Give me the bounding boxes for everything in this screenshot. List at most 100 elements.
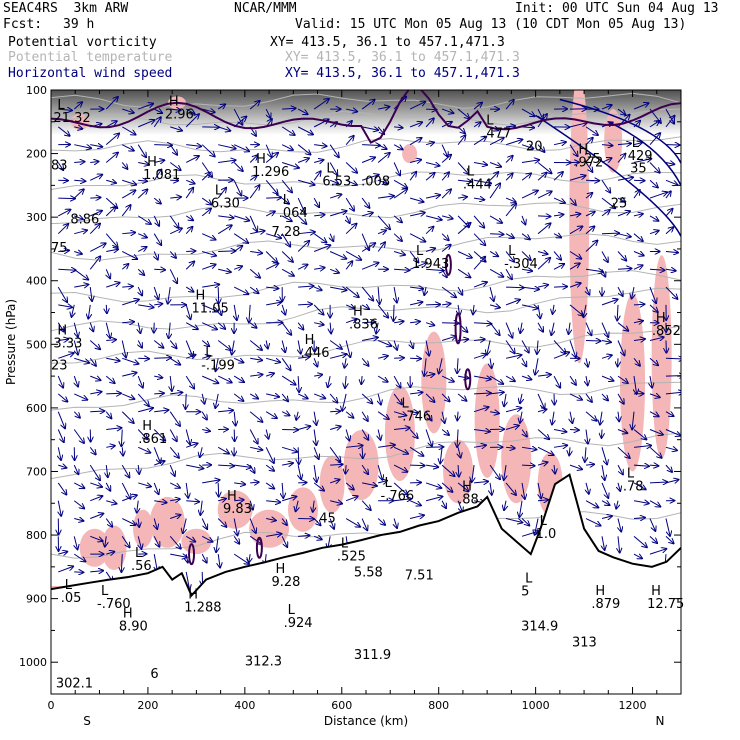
wind-arrow	[649, 162, 660, 172]
wind-arrow	[154, 410, 168, 412]
wind-arrow	[361, 393, 372, 403]
pv-blob-1	[188, 543, 196, 566]
wind-arrow	[537, 162, 551, 173]
wind-arrow	[361, 411, 368, 421]
field-name-theta: Potential temperature	[8, 50, 173, 65]
wind-arrow	[345, 162, 357, 172]
wind-arrow	[58, 198, 75, 199]
wind-arrow	[153, 429, 165, 441]
wind-arrow	[361, 100, 375, 110]
wind-arrow	[553, 142, 566, 145]
wind-arrow	[439, 358, 442, 373]
wind-arrow	[169, 340, 176, 349]
wind-arrow	[601, 322, 608, 337]
wind-arrow	[473, 445, 486, 447]
wind-arrow	[57, 322, 64, 332]
wind-arrow	[138, 180, 147, 181]
wind-arrow	[90, 376, 100, 380]
wind-arrow	[522, 482, 525, 499]
wind-arrow	[489, 412, 499, 414]
wind-arrow	[74, 519, 83, 521]
wind-arrow	[57, 224, 68, 235]
wind-arrow	[89, 358, 96, 365]
wind-arrow	[617, 143, 631, 144]
wind-arrow	[522, 127, 534, 128]
wind-arrow	[505, 300, 520, 306]
wind-arrow	[586, 482, 589, 494]
wind-arrow	[522, 465, 535, 466]
wind-arrow	[202, 430, 210, 432]
wind-arrow	[74, 216, 83, 219]
wind-arrow	[522, 215, 525, 225]
wind-arrow	[424, 286, 426, 295]
wind-arrow	[297, 126, 313, 135]
wind-arrow	[73, 429, 84, 443]
wind-arrow	[122, 447, 123, 455]
wind-arrow	[601, 105, 612, 109]
wind-arrow	[377, 230, 386, 233]
wind-arrow	[665, 179, 677, 185]
wind-arrow	[266, 519, 276, 521]
wind-arrow	[265, 447, 274, 463]
wind-arrow	[169, 429, 177, 442]
wind-arrow	[554, 287, 567, 288]
wind-arrow	[601, 482, 608, 498]
wind-arrow	[154, 376, 162, 378]
wind-arrow	[186, 355, 195, 359]
wind-arrow	[585, 138, 593, 146]
pv-fill-14	[474, 363, 500, 478]
wind-arrow	[665, 269, 676, 271]
wind-arrow	[153, 536, 159, 546]
contour-value-label: 83	[51, 158, 68, 173]
wind-arrow	[233, 536, 239, 543]
wind-arrow	[473, 376, 491, 379]
x-tick-label: 600	[331, 699, 352, 712]
wind-arrow	[314, 465, 316, 482]
y-tick-label: 800	[26, 529, 47, 542]
wind-arrow	[457, 268, 470, 277]
wind-arrow	[377, 340, 391, 346]
wind-arrow	[633, 159, 651, 163]
wind-arrow	[249, 268, 260, 277]
wind-arrow	[170, 127, 182, 131]
wind-arrow	[601, 375, 613, 381]
y-axis-title: Pressure (hPa)	[4, 299, 18, 385]
wind-arrow	[474, 323, 491, 324]
wind-arrow	[617, 198, 625, 202]
wind-arrow	[296, 500, 299, 512]
wind-arrow	[169, 411, 180, 426]
wind-arrow	[378, 393, 381, 405]
wind-arrow	[169, 357, 180, 364]
wind-arrow	[234, 215, 249, 221]
wind-arrow	[265, 179, 278, 194]
wind-arrow	[266, 373, 274, 376]
wind-arrow	[169, 464, 175, 476]
wind-arrow	[457, 358, 458, 373]
wind-arrow	[202, 480, 219, 483]
wind-arrow	[218, 126, 230, 131]
wind-arrow	[137, 247, 146, 252]
wind-arrow	[153, 482, 158, 494]
wind-arrow	[457, 500, 462, 512]
wind-arrow	[217, 340, 231, 350]
wind-arrow	[569, 197, 576, 205]
wind-arrow	[617, 393, 624, 404]
high-label: H 9.83	[223, 489, 252, 517]
low-label: L .05	[61, 578, 82, 606]
wind-arrow	[362, 145, 380, 146]
wind-arrow	[377, 356, 388, 359]
wind-arrow	[361, 175, 379, 181]
wind-arrow	[601, 516, 612, 519]
wind-arrow	[250, 500, 253, 510]
wind-arrow	[537, 223, 550, 235]
wind-arrow	[457, 393, 466, 401]
wind-arrow	[233, 233, 248, 243]
wind-arrow	[218, 410, 233, 411]
wind-arrow	[218, 144, 236, 149]
wind-arrow	[169, 144, 177, 155]
wind-arrow	[122, 233, 135, 234]
wind-arrow	[265, 153, 278, 163]
wind-arrow	[649, 518, 655, 531]
wind-arrow	[137, 190, 147, 199]
wind-arrow	[585, 322, 591, 336]
